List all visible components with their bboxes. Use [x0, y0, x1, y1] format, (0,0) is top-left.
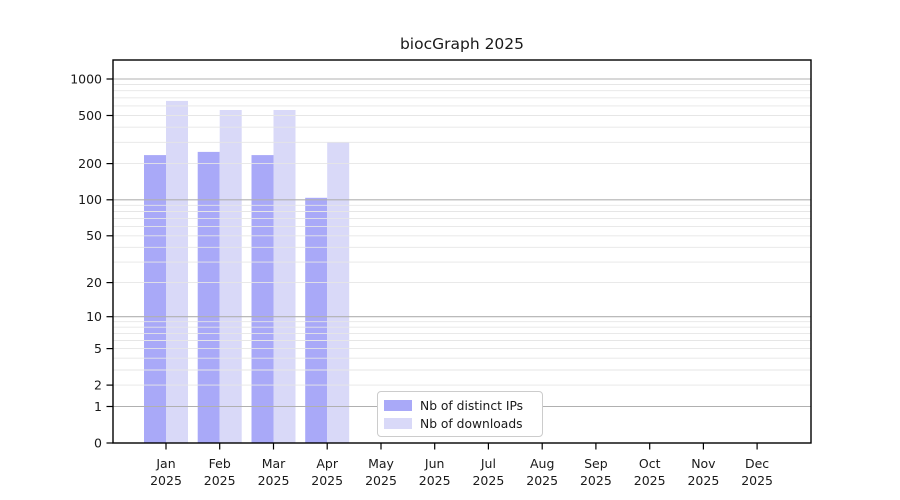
- svg-text:2025: 2025: [472, 473, 504, 488]
- svg-text:2: 2: [94, 378, 102, 393]
- legend-swatch-downloads: [384, 418, 412, 429]
- legend: Nb of distinct IPs Nb of downloads: [377, 391, 543, 437]
- svg-text:Oct: Oct: [639, 456, 661, 471]
- svg-text:2025: 2025: [687, 473, 719, 488]
- svg-text:Jan: Jan: [155, 456, 175, 471]
- chart-title: biocGraph 2025: [399, 35, 525, 53]
- svg-text:Mar: Mar: [262, 456, 286, 471]
- svg-text:May: May: [368, 456, 394, 471]
- svg-text:Nov: Nov: [691, 456, 716, 471]
- svg-text:200: 200: [78, 156, 102, 171]
- svg-text:Feb: Feb: [209, 456, 231, 471]
- svg-text:20: 20: [86, 275, 102, 290]
- svg-text:Apr: Apr: [316, 456, 338, 471]
- svg-text:Sep: Sep: [584, 456, 608, 471]
- svg-text:2025: 2025: [580, 473, 612, 488]
- svg-text:0: 0: [94, 435, 102, 450]
- legend-swatch-distinct-ips: [384, 400, 412, 411]
- legend-label-distinct-ips: Nb of distinct IPs: [420, 398, 524, 413]
- svg-text:2025: 2025: [204, 473, 236, 488]
- svg-text:2025: 2025: [311, 473, 343, 488]
- svg-text:50: 50: [86, 228, 102, 243]
- svg-text:2025: 2025: [526, 473, 558, 488]
- svg-text:Aug: Aug: [530, 456, 554, 471]
- legend-item-distinct-ips: Nb of distinct IPs: [384, 398, 534, 413]
- svg-text:2025: 2025: [365, 473, 397, 488]
- svg-text:2025: 2025: [150, 473, 182, 488]
- svg-text:1000: 1000: [70, 71, 102, 86]
- legend-label-downloads: Nb of downloads: [420, 416, 523, 431]
- svg-text:2025: 2025: [258, 473, 290, 488]
- svg-text:2025: 2025: [419, 473, 451, 488]
- svg-text:2025: 2025: [634, 473, 666, 488]
- legend-item-downloads: Nb of downloads: [384, 416, 534, 431]
- svg-text:Dec: Dec: [745, 456, 769, 471]
- svg-text:Jul: Jul: [480, 456, 496, 471]
- svg-text:500: 500: [78, 108, 102, 123]
- svg-text:2025: 2025: [741, 473, 773, 488]
- svg-text:1: 1: [94, 399, 102, 414]
- svg-text:5: 5: [94, 341, 102, 356]
- svg-text:Jun: Jun: [424, 456, 445, 471]
- svg-text:100: 100: [78, 192, 102, 207]
- svg-text:10: 10: [86, 309, 102, 324]
